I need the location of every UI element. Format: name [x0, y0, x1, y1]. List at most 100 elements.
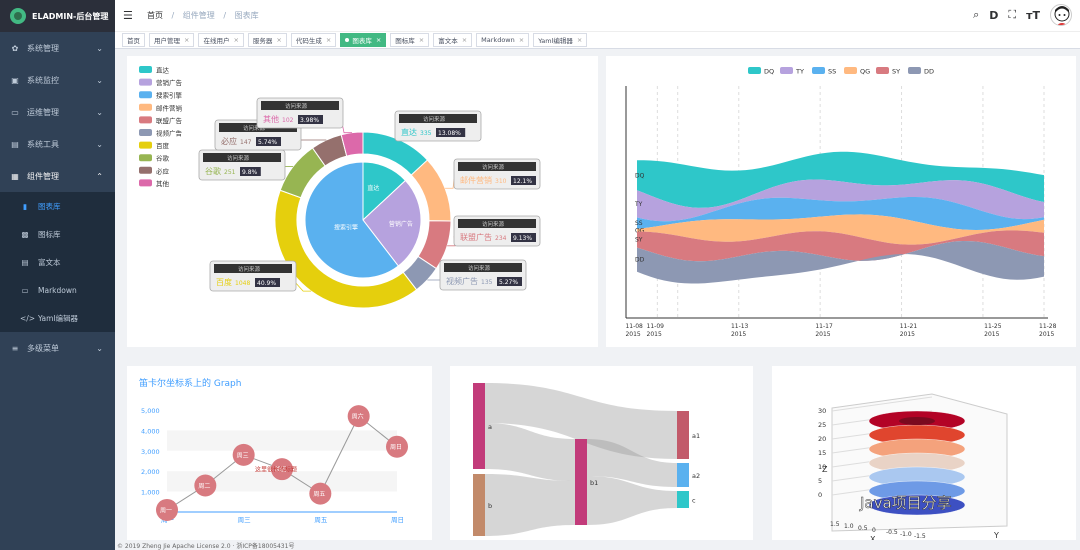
sankey-node — [473, 474, 485, 536]
breadcrumb-separator: / — [171, 11, 175, 20]
sidebar-subitem-富文本[interactable]: ▤ 富文本 — [0, 248, 115, 276]
close-icon[interactable]: × — [518, 36, 525, 44]
river-layer — [637, 196, 1044, 231]
grid-band — [167, 410, 397, 431]
chevron-down-icon: ⌄ — [96, 75, 103, 85]
tag-label: 图标库 — [395, 37, 415, 45]
tag-代码生成[interactable]: 代码生成 × — [290, 33, 337, 47]
legend-label: 搜索引擎 — [156, 91, 183, 100]
graph-node-label: 周二 — [198, 483, 210, 490]
legend-label: 必应 — [156, 166, 170, 175]
tag-label: 首页 — [127, 37, 140, 45]
close-icon[interactable]: × — [276, 36, 282, 44]
legend-swatch — [139, 116, 152, 124]
menu-icon: ≡ — [11, 343, 19, 353]
sidebar-item-label: 多级菜单 — [27, 343, 59, 353]
tag-用户管理[interactable]: 用户管理 × — [149, 33, 195, 47]
inner-slice-label: 营销广告 — [389, 220, 413, 228]
tag-首页[interactable]: 首页 — [122, 33, 145, 47]
gear-icon: ✿ — [11, 43, 19, 53]
tag-图标库[interactable]: 图标库 × — [390, 33, 430, 47]
sidebar-subitem-Yaml编辑器[interactable]: </> Yaml编辑器 — [0, 304, 115, 332]
component-icon: ▦ — [11, 171, 19, 181]
sidebar-item-1[interactable]: ▣ 系统监控 ⌄ — [0, 64, 115, 96]
doc-icon[interactable]: D — [989, 8, 999, 22]
x-tick-label: 2015 — [984, 331, 999, 338]
tag-在线用户[interactable]: 在线用户 × — [198, 33, 244, 47]
x-tick-label: 2015 — [647, 331, 662, 338]
chart-title: 笛卡尔坐标系上的 Graph — [139, 377, 241, 389]
sidebar-subitem-图表库[interactable]: ▮ 图表库 — [0, 192, 115, 220]
graph-node-label: 周一 — [160, 507, 172, 514]
sidebar-item-3[interactable]: ▤ 系统工具 ⌄ — [0, 128, 115, 160]
sankey-node — [575, 439, 587, 525]
callout-value: 335 — [420, 130, 432, 137]
legend-swatch — [139, 154, 152, 162]
sidebar-item-multilevel[interactable]: ≡ 多级菜单 ⌄ — [0, 332, 115, 364]
callout-pct-bg — [436, 128, 466, 137]
fullscreen-icon[interactable]: ⛶ — [1008, 8, 1017, 21]
toolbox-icon: ▤ — [11, 139, 19, 149]
tag-服务器[interactable]: 服务器 × — [247, 33, 287, 47]
close-icon[interactable]: × — [576, 36, 583, 44]
breadcrumb-components: 组件管理 — [182, 11, 215, 20]
search-icon[interactable]: ⌕ — [973, 8, 980, 21]
sidebar-subitem-Markdown[interactable]: ▭ Markdown — [0, 276, 115, 304]
close-icon[interactable]: × — [418, 36, 425, 44]
logo[interactable]: ELADMIN-后台管理 — [0, 0, 115, 32]
close-icon[interactable]: × — [325, 36, 332, 44]
callout-pct: 12.1% — [513, 178, 532, 185]
chevron-down-icon: ⌄ — [96, 343, 103, 353]
z-tick-label: 30 — [818, 407, 826, 415]
graph-node — [232, 443, 255, 466]
logo-icon — [10, 8, 26, 24]
sankey-link — [485, 383, 677, 459]
tag-Yaml编辑器[interactable]: Yaml编辑器 × — [533, 33, 588, 47]
close-icon[interactable]: × — [375, 36, 382, 44]
hamburger-icon[interactable]: ☰ — [123, 9, 133, 22]
callout-header — [203, 153, 281, 162]
sidebar-subitem-图标库[interactable]: ▩ 图标库 — [0, 220, 115, 248]
sidebar-item-4[interactable]: ▦ 组件管理 ⌃ — [0, 160, 115, 192]
callout-name: 邮件营销 — [460, 175, 492, 185]
x-tick-label: 2015 — [1039, 331, 1054, 338]
callout-header — [458, 219, 536, 228]
sidebar-item-2[interactable]: ▭ 运维管理 ⌄ — [0, 96, 115, 128]
navbar-tools: ⌕ D ⛶ ᴛT — [973, 4, 1072, 26]
sidebar: ELADMIN-后台管理 ✿ 系统管理 ⌄ ▣ 系统监控 ⌄ ▭ 运维管理 ⌄ ▤ 系统工具 ⌄ ▦ 组件… — [0, 0, 115, 550]
sidebar-item-0[interactable]: ✿ 系统管理 ⌄ — [0, 32, 115, 64]
pie-chart-card: 直达 营销广告 搜索引擎 邮件营销 联盟广告 视频广告 百度 谷歌 必应 其他 直达 营销广告 搜索引擎… — [127, 56, 598, 347]
breadcrumb-home[interactable]: 首页 — [147, 11, 163, 20]
breadcrumb-separator: / — [223, 11, 227, 20]
callout-pct: 40.9% — [257, 280, 276, 287]
grid-band — [167, 471, 397, 492]
legend-label: 视频广告 — [156, 129, 183, 138]
callout-name: 必应 — [221, 136, 237, 146]
richtext-icon: ▤ — [21, 257, 29, 267]
x-tick-label: 2015 — [900, 331, 915, 338]
surface3d-chart: 30 25 20 15 10 5 0 Z 1.5 1.0 0.5 0 -0.5 -1.0 -1.5 X Y Jav… — [818, 393, 1008, 544]
callout-title: 访问来源 — [482, 163, 505, 171]
callout-pct: 5.27% — [499, 279, 518, 286]
breadcrumb-current: 图表库 — [234, 11, 259, 20]
callout-name: 其他 — [263, 114, 279, 124]
close-icon[interactable]: × — [233, 36, 239, 44]
grid-band — [167, 430, 397, 451]
inner-slice — [304, 161, 400, 279]
close-icon[interactable]: × — [184, 36, 190, 44]
inner-slice-label: 直达 — [367, 184, 379, 192]
legend-swatch — [812, 67, 825, 74]
river-label: DD — [635, 257, 645, 264]
tag-label: 代码生成 — [295, 37, 322, 45]
font-size-icon[interactable]: ᴛT — [1026, 8, 1040, 22]
callout-title: 访问来源 — [285, 102, 308, 110]
close-icon[interactable]: × — [461, 36, 468, 44]
sankey-link — [485, 423, 575, 481]
avatar[interactable] — [1050, 4, 1072, 26]
tag-富文本[interactable]: 富文本 × — [433, 33, 473, 47]
monitor-icon: ▣ — [11, 75, 19, 85]
tag-Markdown[interactable]: Markdown × — [476, 33, 530, 47]
tag-图表库[interactable]: 图表库 × — [340, 33, 387, 47]
